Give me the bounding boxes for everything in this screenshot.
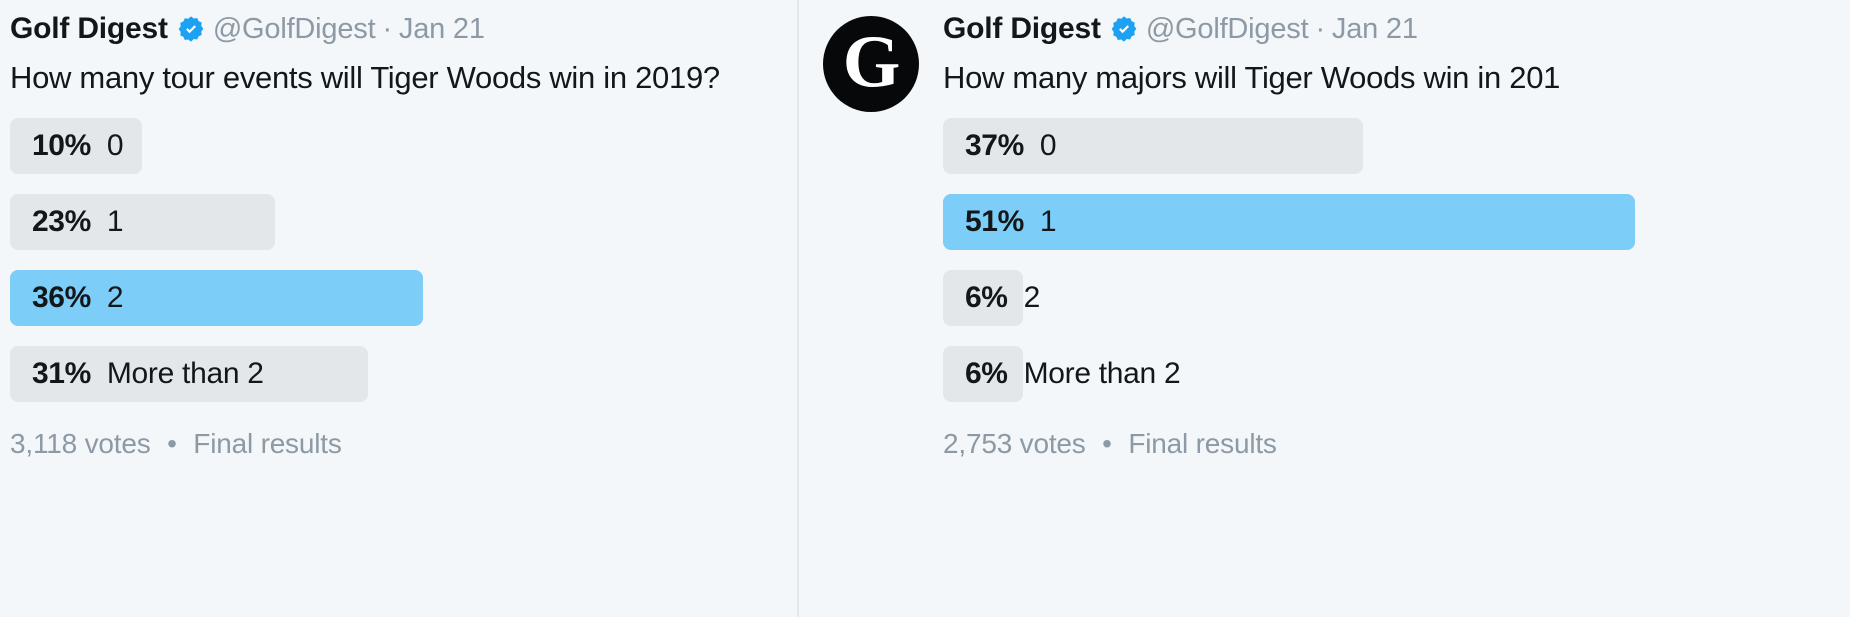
poll-vote-count: 3,118 votes (10, 428, 151, 459)
poll-option-row[interactable]: 31% More than 2 (10, 346, 797, 402)
tweet-date[interactable]: Jan 21 (1331, 12, 1418, 45)
poll-question: How many tour events will Tiger Woods wi… (10, 60, 720, 95)
account-display-name[interactable]: Golf Digest (943, 12, 1101, 45)
poll-options-right: 37% 0 51% 1 (943, 118, 1850, 402)
avatar[interactable]: G (823, 16, 919, 112)
poll-option-row[interactable]: 23% 1 (10, 194, 797, 250)
poll-options-left: 10% 0 23% 1 (10, 118, 797, 402)
golf-digest-logo: G (842, 21, 901, 104)
poll-option-text: More than 2 (1023, 357, 1181, 390)
tweet-body-right: Golf Digest @GolfDigest · Jan 21 How man… (943, 8, 1850, 460)
poll-option-label: 10% 0 (32, 129, 124, 163)
poll-option-row[interactable]: 37% 0 (943, 118, 1850, 174)
poll-footer: 3,118 votes • Final results (10, 428, 797, 460)
poll-option-percent: 6% (965, 281, 1008, 314)
poll-option-text: More than 2 (106, 357, 264, 390)
poll-option-label: 6% 2 (965, 281, 1040, 315)
poll-option-text: 0 (106, 129, 124, 162)
poll-status: Final results (1128, 428, 1277, 459)
poll-option-text: 2 (106, 281, 124, 314)
account-handle[interactable]: @GolfDigest (1145, 12, 1309, 45)
tweet-header-left: Golf Digest @GolfDigest · Jan 21 (10, 8, 797, 50)
poll-option-bar[interactable]: 6% 2 (943, 270, 1040, 326)
poll-panel-right: G Golf Digest @GolfDigest · Jan 21 How (797, 0, 1850, 617)
header-separator: · (1315, 12, 1325, 45)
poll-option-percent: 37% (965, 129, 1024, 162)
poll-option-text: 1 (106, 205, 124, 238)
poll-option-row[interactable]: 51% 1 (943, 194, 1850, 250)
poll-option-bar-selected[interactable]: 36% 2 (10, 270, 423, 326)
poll-status: Final results (193, 428, 342, 459)
poll-option-row[interactable]: 6% 2 (943, 270, 1850, 326)
poll-option-percent: 31% (32, 357, 91, 390)
poll-option-percent: 23% (32, 205, 91, 238)
tweet-date[interactable]: Jan 21 (398, 12, 485, 45)
poll-option-text: 1 (1039, 205, 1057, 238)
poll-option-label: 31% More than 2 (32, 357, 264, 391)
poll-option-percent: 51% (965, 205, 1024, 238)
poll-option-row[interactable]: 36% 2 (10, 270, 797, 326)
poll-option-bar[interactable]: 6% More than 2 (943, 346, 1181, 402)
tweet-header-right: Golf Digest @GolfDigest · Jan 21 (943, 8, 1850, 50)
poll-footer: 2,753 votes • Final results (943, 428, 1850, 460)
poll-option-bar[interactable]: 37% 0 (943, 118, 1363, 174)
tweet-body-left: Golf Digest @GolfDigest · Jan 21 How man… (10, 8, 797, 460)
poll-option-text: 0 (1039, 129, 1057, 162)
footer-separator: • (1102, 428, 1112, 459)
poll-option-label: 51% 1 (965, 205, 1057, 239)
poll-option-text: 2 (1023, 281, 1041, 314)
poll-option-percent: 36% (32, 281, 91, 314)
poll-option-bar[interactable]: 10% 0 (10, 118, 142, 174)
poll-vote-count: 2,753 votes (943, 428, 1086, 459)
tweet-left: Golf Digest @GolfDigest · Jan 21 How man… (0, 0, 797, 460)
footer-separator: • (167, 428, 177, 459)
account-display-name[interactable]: Golf Digest (10, 12, 168, 45)
verified-badge-icon (177, 15, 205, 43)
tweet-right: G Golf Digest @GolfDigest · Jan 21 How (799, 0, 1850, 460)
poll-option-percent: 6% (965, 357, 1008, 390)
poll-option-label: 6% More than 2 (965, 357, 1181, 391)
poll-option-bar[interactable]: 31% More than 2 (10, 346, 368, 402)
poll-option-row[interactable]: 10% 0 (10, 118, 797, 174)
poll-option-percent: 10% (32, 129, 91, 162)
poll-option-label: 23% 1 (32, 205, 124, 239)
account-handle[interactable]: @GolfDigest (212, 12, 376, 45)
poll-option-label: 36% 2 (32, 281, 124, 315)
verified-badge-icon (1110, 15, 1138, 43)
poll-option-bar[interactable]: 23% 1 (10, 194, 275, 250)
poll-panel-left: Golf Digest @GolfDigest · Jan 21 How man… (0, 0, 797, 617)
poll-question: How many majors will Tiger Woods win in … (943, 60, 1561, 95)
poll-option-label: 37% 0 (965, 129, 1057, 163)
poll-option-row[interactable]: 6% More than 2 (943, 346, 1850, 402)
header-separator: · (382, 12, 392, 45)
poll-option-bar-selected[interactable]: 51% 1 (943, 194, 1635, 250)
